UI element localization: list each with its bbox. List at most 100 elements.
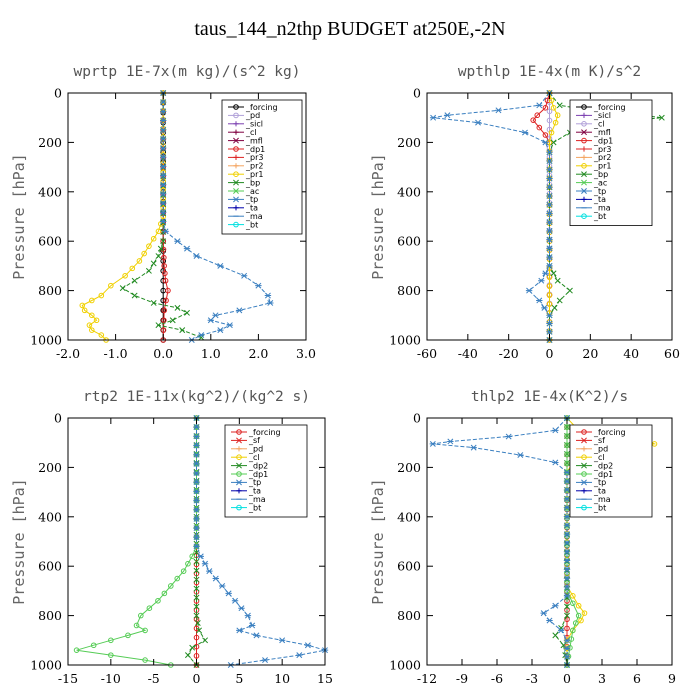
data-point <box>201 560 209 567</box>
data-point <box>160 209 167 216</box>
y-axis-label: Pressure [hPa] <box>10 153 28 279</box>
data-point <box>174 304 181 311</box>
data-point <box>160 238 167 245</box>
figure-title: taus_144_n2thp BUDGET at250E,-2N <box>194 18 506 40</box>
data-point <box>162 277 169 284</box>
data-point <box>193 497 200 504</box>
data-point <box>581 610 588 616</box>
data-point <box>155 322 162 329</box>
data-point <box>146 605 153 611</box>
data-point <box>563 531 571 538</box>
data-point <box>248 622 256 629</box>
legend-label: _forcing <box>593 103 626 112</box>
data-point <box>160 117 167 124</box>
legend-marker <box>581 446 587 452</box>
legend-marker <box>236 471 242 477</box>
data-point <box>564 433 570 440</box>
data-point <box>160 108 167 115</box>
data-point <box>563 539 571 546</box>
data-point <box>174 575 181 582</box>
legend-label: _forcing <box>248 428 281 437</box>
data-point <box>563 653 571 660</box>
legend-marker <box>233 154 239 160</box>
data-point <box>108 637 114 644</box>
data-point <box>546 236 553 243</box>
legend: _forcing_sf_pd_cl_dp2_dp1_tp_ta_ma_bt <box>224 424 308 518</box>
x-tick-label: 1.0 <box>201 346 221 361</box>
data-point <box>231 597 239 604</box>
data-point <box>138 612 144 619</box>
data-point <box>193 515 200 522</box>
data-point <box>193 653 200 659</box>
data-point <box>193 488 200 495</box>
y-tick-label: 1000 <box>30 658 62 673</box>
legend-label: _ma <box>593 495 611 504</box>
data-point <box>552 427 559 434</box>
data-point <box>521 129 529 136</box>
data-point <box>98 292 105 299</box>
data-point <box>193 634 200 641</box>
data-point <box>131 277 138 284</box>
legend-label: _sf <box>248 436 260 445</box>
data-point <box>129 265 136 272</box>
y-tick-label: 200 <box>397 135 421 150</box>
data-point <box>160 135 167 142</box>
y-tick-label: 1000 <box>30 333 62 348</box>
data-point <box>225 590 232 597</box>
data-point <box>429 114 437 121</box>
data-point <box>564 442 570 449</box>
legend-marker <box>581 154 587 160</box>
data-point <box>550 139 557 146</box>
data-point <box>546 184 553 191</box>
x-tick-label: -3 <box>526 671 538 686</box>
data-point <box>236 627 243 634</box>
legend-marker <box>581 112 587 118</box>
y-axis-label: Pressure [hPa] <box>10 478 28 604</box>
data-point <box>546 245 553 252</box>
legend-label: _pd <box>248 445 263 454</box>
x-tick-label: 5 <box>235 671 243 686</box>
x-tick-label: 0 <box>563 671 571 686</box>
legend-marker <box>233 129 239 135</box>
data-point <box>136 258 143 264</box>
plot-frame <box>426 417 673 666</box>
legend-marker <box>236 446 242 452</box>
data-point <box>198 332 205 339</box>
data-point <box>570 593 576 599</box>
data-point <box>212 312 219 319</box>
data-point <box>546 175 553 182</box>
y-axis-label: Pressure [hPa] <box>369 153 387 279</box>
y-tick-label: 400 <box>397 509 421 524</box>
data-point <box>183 245 191 252</box>
legend: _forcing_sf_pd_cl_dp2_dp1_tp_ta_ma_bt <box>569 424 653 518</box>
legend-label: _tp <box>245 195 258 204</box>
legend-marker <box>581 163 587 169</box>
y-tick-label: 0 <box>413 86 421 101</box>
y-tick-label: 600 <box>397 559 421 574</box>
legend-label: _ta <box>248 487 261 496</box>
y-tick-label: 800 <box>38 283 62 298</box>
y-axis-label: Pressure [hPa] <box>369 478 387 604</box>
legend-marker <box>581 429 587 435</box>
data-point <box>160 172 167 179</box>
x-tick-label: -2.0 <box>56 346 80 361</box>
y-tick-label: 400 <box>38 184 62 199</box>
legend-marker <box>581 471 587 477</box>
legend: _forcing_pd_sicl_cl_mfl_dp1_pr3_pr2_pr1_… <box>221 99 303 235</box>
data-point <box>193 460 200 467</box>
y-tick-label: 800 <box>38 608 62 623</box>
y-tick-label: 0 <box>54 86 62 101</box>
panel-title: wprtp 1E-7x(m kg)/(s^2 kg) <box>74 64 301 80</box>
data-point <box>86 322 93 328</box>
legend-label: _forcing <box>245 103 278 112</box>
data-point <box>193 479 200 486</box>
legend-label: _ma <box>248 495 266 504</box>
data-point <box>564 460 570 467</box>
data-point <box>184 652 191 659</box>
x-tick-label: 15 <box>317 671 333 686</box>
series-tp <box>429 90 553 343</box>
legend-marker <box>236 437 242 444</box>
series-line <box>162 93 169 341</box>
data-point <box>163 297 169 304</box>
